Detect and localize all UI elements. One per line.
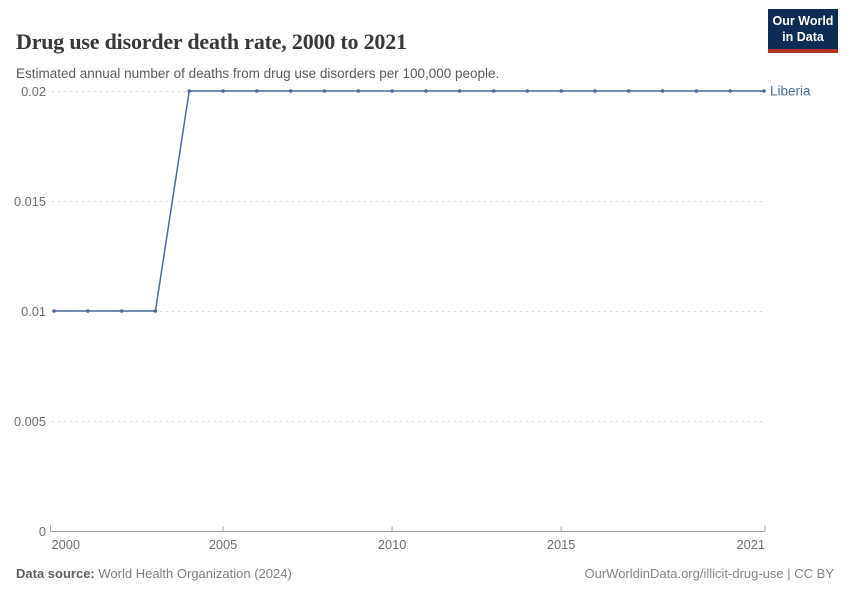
series-label-liberia[interactable]: Liberia: [770, 84, 811, 99]
x-tick-label: 2021: [737, 537, 765, 552]
data-source-note: Data source: World Health Organization (…: [16, 566, 292, 581]
data-point: [593, 89, 597, 93]
data-point: [187, 89, 192, 93]
chart-subtitle: Estimated annual number of deaths from d…: [16, 65, 500, 81]
data-point: [626, 89, 631, 93]
data-point: [525, 89, 530, 93]
data-point: [728, 89, 732, 93]
data-source-value: World Health Organization (2024): [98, 566, 292, 581]
data-point: [221, 89, 225, 93]
x-tick-label: 2000: [52, 537, 80, 552]
owid-logo-line1: Our World: [772, 14, 834, 28]
data-point: [694, 89, 699, 93]
data-point: [86, 309, 90, 313]
data-point: [52, 309, 56, 313]
owid-logo[interactable]: Our World in Data: [768, 9, 838, 53]
data-point: [390, 89, 394, 93]
y-tick-label: 0.005: [14, 414, 46, 429]
owid-logo-line2: in Data: [782, 29, 824, 44]
data-source-label: Data source:: [16, 566, 95, 581]
x-tick-label: 2015: [547, 537, 575, 552]
data-point: [288, 89, 293, 93]
data-point: [762, 89, 766, 93]
chart-footer: Data source: World Health Organization (…: [16, 566, 834, 581]
data-point: [356, 89, 361, 93]
data-point: [660, 89, 665, 93]
data-point: [457, 89, 462, 93]
page-title: Drug use disorder death rate, 2000 to 20…: [16, 28, 407, 54]
line-chart-canvas[interactable]: 0 0.005 0.01 0.015 0.02 2000 2005 2010 2015 2021 L…: [0, 0, 850, 555]
y-tick-label: 0.01: [21, 304, 46, 319]
data-point: [119, 309, 124, 313]
data-point: [424, 89, 428, 93]
x-tick-label: 2005: [209, 537, 237, 552]
y-tick-label: 0: [39, 524, 46, 539]
data-point: [153, 309, 158, 313]
x-tick-label: 2010: [378, 537, 406, 552]
liberia-series-line: [54, 90, 764, 312]
data-point: [491, 89, 496, 93]
y-tick-label: 0.015: [14, 194, 46, 209]
data-point: [255, 89, 259, 93]
rights-link[interactable]: OurWorldinData.org/illicit-drug-use | CC…: [584, 566, 835, 581]
data-point: [559, 89, 563, 93]
data-point: [322, 89, 327, 93]
y-tick-label: 0.02: [21, 84, 46, 99]
